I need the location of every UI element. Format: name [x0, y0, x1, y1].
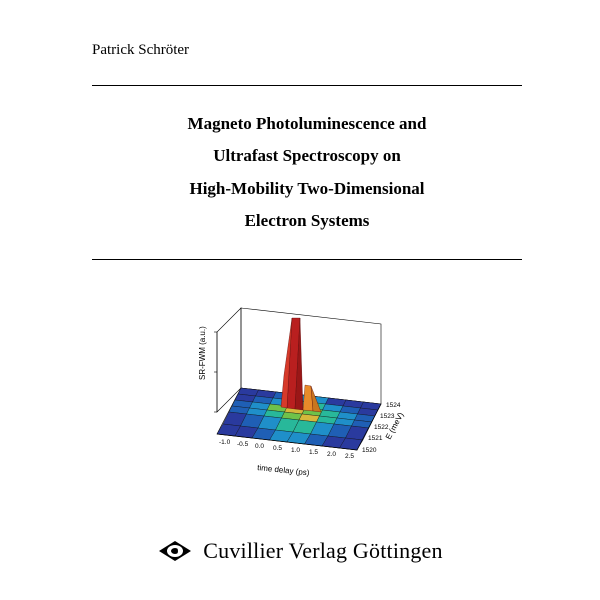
svg-text:1524: 1524 — [386, 402, 401, 409]
publisher-row: Cuvillier Verlag Göttingen — [0, 538, 600, 564]
svg-text:0.0: 0.0 — [255, 443, 264, 450]
svg-text:-0.5: -0.5 — [237, 441, 249, 448]
title-block: Magneto Photoluminescence and Ultrafast … — [92, 86, 522, 259]
z-axis-label: SR-FWM (a.u.) — [198, 326, 207, 380]
svg-text:1520: 1520 — [362, 447, 377, 454]
svg-text:1.5: 1.5 — [309, 449, 318, 456]
surface-peak — [281, 318, 321, 412]
svg-text:0.5: 0.5 — [273, 445, 282, 452]
rule-bottom — [92, 259, 522, 260]
chart-container: -1.0 -0.5 0.0 0.5 1.0 1.5 2.0 2.5 1520 1… — [92, 290, 522, 480]
title-line-1: Magneto Photoluminescence and — [102, 108, 512, 140]
author-name: Patrick Schröter — [92, 42, 522, 59]
x-axis-label: time delay (ps) — [257, 463, 310, 477]
svg-text:1521: 1521 — [368, 435, 383, 442]
svg-text:1.0: 1.0 — [291, 447, 300, 454]
surface-plot: -1.0 -0.5 0.0 0.5 1.0 1.5 2.0 2.5 1520 1… — [187, 290, 427, 480]
svg-text:2.0: 2.0 — [327, 451, 336, 458]
svg-text:2.5: 2.5 — [345, 453, 354, 460]
publisher-logo-icon — [157, 539, 193, 563]
svg-text:-1.0: -1.0 — [219, 439, 231, 446]
title-line-4: Electron Systems — [102, 205, 512, 237]
title-line-3: High-Mobility Two-Dimensional — [102, 173, 512, 205]
title-line-2: Ultrafast Spectroscopy on — [102, 140, 512, 172]
publisher-name: Cuvillier Verlag Göttingen — [203, 538, 442, 564]
